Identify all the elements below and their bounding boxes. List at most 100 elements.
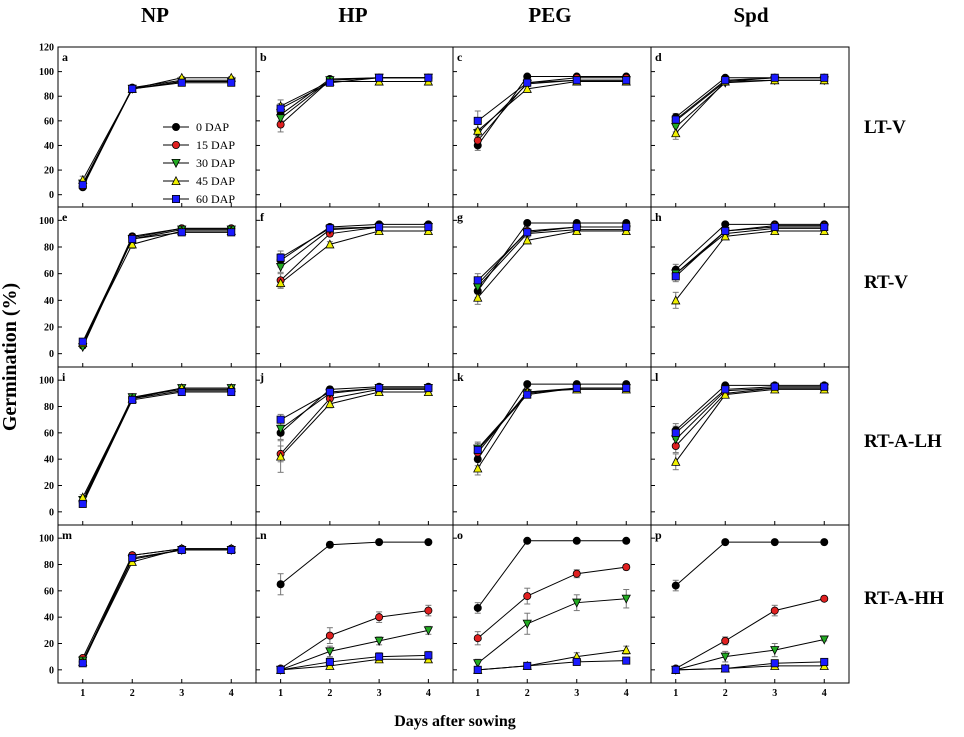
series-line-45-dap: [280, 658, 429, 671]
data-point-60-dap: [820, 73, 829, 82]
column-header-spd: Spd: [733, 3, 768, 27]
data-point-60-dap: [820, 382, 829, 391]
data-point-60-dap: [78, 499, 87, 508]
data-point-60-dap: [424, 222, 433, 231]
legend-marker: [171, 175, 181, 186]
data-point-60-dap: [622, 384, 631, 393]
panel-p: 1 2 3 4 p: [650, 524, 850, 699]
data-point-30-dap: [423, 626, 434, 636]
data-point-45-dap: [671, 295, 681, 305]
series-line-30-dap: [82, 229, 232, 348]
data-point-60-dap: [227, 228, 236, 237]
column-header-hp: HP: [338, 3, 367, 27]
data-point-0-dap: [622, 536, 631, 545]
series-line-45-dap: [675, 388, 825, 463]
series-line-0-dap: [82, 227, 232, 346]
y-tick-label: 40: [44, 141, 54, 152]
legend-marker: [171, 123, 180, 132]
series-line-0-dap: [675, 223, 825, 271]
series-line-45-dap: [280, 391, 429, 457]
y-tick-label: 20: [44, 481, 54, 492]
panel-label: o: [457, 528, 463, 542]
series-line-60-dap: [675, 661, 825, 671]
panel-label: b: [260, 50, 267, 64]
series-line-60-dap: [280, 226, 429, 259]
y-tick-label: 0: [49, 349, 54, 360]
series-line-15-dap: [675, 598, 825, 669]
series-line-45-dap: [82, 387, 232, 498]
x-tick-label: 2: [327, 688, 332, 699]
data-point-60-dap: [128, 234, 137, 243]
data-point-60-dap: [671, 272, 680, 281]
panel-label: i: [62, 370, 66, 384]
panel-label: m: [62, 528, 72, 542]
series-line-30-dap: [280, 226, 429, 268]
panel-label: j: [259, 370, 264, 384]
series-line-60-dap: [82, 391, 232, 505]
series-line-60-dap: [477, 660, 627, 671]
data-point-60-dap: [671, 115, 680, 124]
data-point-0-dap: [473, 603, 482, 612]
data-point-60-dap: [78, 337, 87, 346]
data-point-0-dap: [820, 538, 829, 547]
series-line-60-dap: [82, 82, 232, 186]
series-line-15-dap: [82, 548, 232, 659]
data-point-45-dap: [671, 128, 681, 138]
series-line-15-dap: [477, 387, 627, 453]
legend-marker: [171, 194, 180, 203]
series-line-45-dap: [82, 548, 232, 663]
data-point-30-dap: [522, 619, 532, 629]
data-point-60-dap: [177, 228, 186, 237]
series-line-30-dap: [82, 387, 232, 501]
data-point-15-dap: [375, 613, 384, 622]
data-point-0-dap: [523, 380, 532, 389]
data-point-60-dap: [770, 73, 779, 82]
panel-frame: [650, 46, 850, 208]
series-line-45-dap: [675, 230, 825, 301]
y-tick-label: 80: [44, 402, 54, 413]
row-header-rt-a-hh: RT-A-HH: [864, 588, 944, 609]
data-point-60-dap: [671, 428, 680, 437]
data-point-60-dap: [325, 388, 334, 397]
series-line-15-dap: [280, 388, 429, 455]
data-point-0-dap: [523, 536, 532, 545]
data-point-60-dap: [276, 665, 285, 674]
x-axis-title: Days after sowing: [394, 713, 515, 730]
y-tick-label: 60: [44, 428, 54, 439]
panel-label: g: [457, 210, 463, 224]
series-line-0-dap: [280, 541, 429, 585]
data-point-60-dap: [523, 78, 532, 87]
data-point-45-dap: [325, 239, 335, 249]
data-point-45-dap: [127, 239, 137, 249]
x-tick-label: 3: [377, 688, 382, 699]
y-tick-label: 20: [44, 639, 54, 650]
series-line-60-dap: [477, 387, 627, 451]
series-line-30-dap: [477, 79, 627, 134]
series-line-30-dap: [675, 387, 825, 440]
data-point-0-dap: [523, 218, 532, 227]
data-point-60-dap: [770, 659, 779, 668]
data-point-15-dap: [721, 636, 730, 645]
data-point-60-dap: [375, 652, 384, 661]
data-point-45-dap: [621, 645, 631, 655]
data-point-60-dap: [424, 384, 433, 393]
series-line-60-dap: [82, 549, 232, 664]
data-point-45-dap: [522, 83, 532, 93]
panel-f: f: [255, 206, 454, 368]
panel-label: d: [655, 50, 662, 64]
data-point-60-dap: [375, 384, 384, 393]
series-line-60-dap: [675, 77, 825, 121]
x-tick-label: 4: [624, 688, 629, 699]
data-point-60-dap: [78, 180, 87, 189]
data-point-60-dap: [276, 415, 285, 424]
data-point-60-dap: [473, 276, 482, 285]
y-axis-title: Germination (%): [0, 283, 21, 431]
x-tick-label: 3: [574, 688, 579, 699]
series-line-60-dap: [280, 77, 429, 109]
legend: 0 DAP 15 DAP 30 DAP 45 DAP 60 DAP: [163, 120, 235, 206]
series-line-0-dap: [477, 383, 627, 460]
panel-label: e: [62, 210, 68, 224]
data-point-0-dap: [770, 538, 779, 547]
series-line-45-dap: [82, 77, 232, 181]
